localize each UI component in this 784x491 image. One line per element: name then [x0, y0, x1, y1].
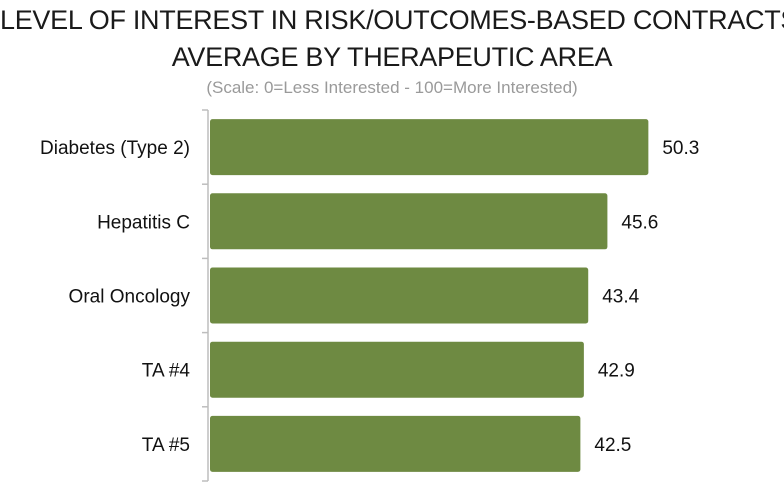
bar-3	[210, 341, 584, 398]
chart-header: LEVEL OF INTEREST IN RISK/OUTCOMES-BASED…	[0, 2, 784, 99]
category-label-4: TA #5	[142, 435, 190, 456]
value-label-1: 45.6	[621, 212, 658, 233]
bar-4	[210, 415, 581, 472]
bar-2	[210, 267, 589, 324]
axis-layer	[202, 109, 209, 482]
value-label-4: 42.5	[594, 435, 631, 456]
chart-title-line-2: AVERAGE BY THERAPEUTIC AREA	[171, 42, 613, 72]
category-label-2: Oral Oncology	[69, 287, 191, 308]
value-label-2: 43.4	[602, 287, 639, 308]
bars-layer	[210, 119, 649, 472]
value-label-3: 42.9	[598, 361, 635, 382]
bar-1	[210, 193, 608, 250]
chart-subtitle: (Scale: 0=Less Interested - 100=More Int…	[206, 78, 578, 97]
labels-layer: Diabetes (Type 2) 50.3 Hepatitis C 45.6 Oral…	[40, 138, 699, 456]
category-label-1: Hepatitis C	[97, 212, 190, 233]
category-label-3: TA #4	[142, 361, 191, 382]
value-label-0: 50.3	[662, 138, 699, 159]
bar-0	[210, 119, 649, 176]
chart-title-line-1: LEVEL OF INTEREST IN RISK/OUTCOMES-BASED…	[0, 5, 784, 35]
category-label-0: Diabetes (Type 2)	[40, 138, 190, 159]
